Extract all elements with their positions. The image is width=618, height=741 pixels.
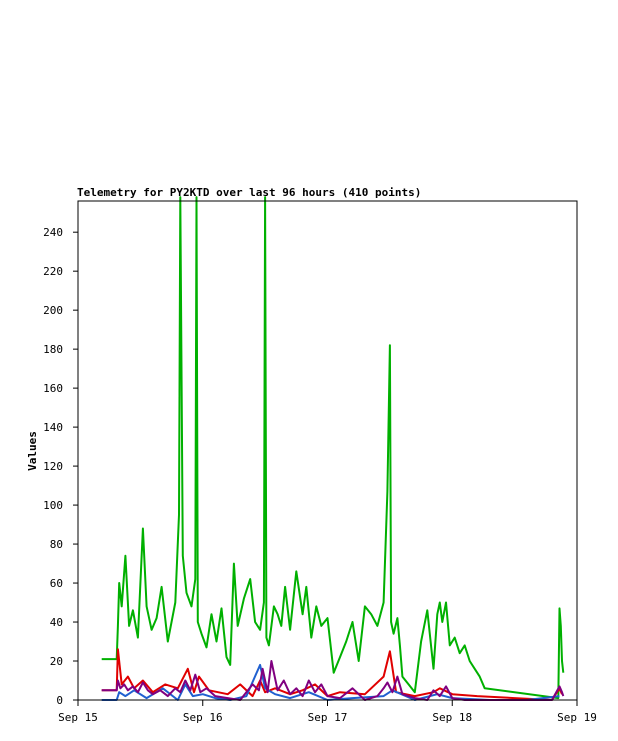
y-axis-title: Values	[26, 431, 39, 471]
y-tick-label: 60	[50, 577, 63, 590]
y-tick-label: 100	[43, 499, 63, 512]
y-tick-label: 40	[50, 616, 63, 629]
series-line-0	[101, 196, 565, 700]
y-tick-label: 120	[43, 460, 63, 473]
y-tick-label: 160	[43, 382, 63, 395]
series-layer	[101, 196, 565, 701]
series-line-2	[101, 663, 560, 701]
y-tick-label: 180	[43, 343, 63, 356]
x-tick-label: Sep 15	[58, 711, 98, 724]
y-tick-label: 80	[50, 538, 63, 551]
y-tick-label: 0	[56, 694, 63, 707]
y-tick-label: 220	[43, 265, 63, 278]
chart-title: Telemetry for PY2KTD over last 96 hours …	[77, 186, 421, 199]
y-tick-label: 140	[43, 421, 63, 434]
x-tick-label: Sep 19	[557, 711, 597, 724]
y-axis: 0 20 40 60 80 100 120 140 160 180 200 220 240	[43, 226, 78, 707]
x-tick-label: Sep 16	[183, 711, 223, 724]
x-axis: Sep 15 Sep 16 Sep 17 Sep 18 Sep 19	[58, 700, 597, 724]
series-line-3	[101, 660, 565, 701]
y-tick-label: 240	[43, 226, 63, 239]
y-tick-label: 200	[43, 304, 63, 317]
x-tick-label: Sep 17	[308, 711, 348, 724]
y-tick-label: 20	[50, 655, 63, 668]
x-tick-label: Sep 18	[432, 711, 472, 724]
